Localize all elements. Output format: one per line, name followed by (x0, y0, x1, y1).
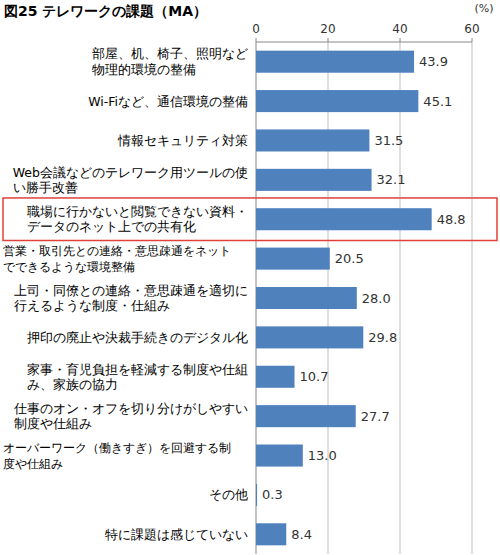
chart-svg: 図25 テレワークの課題（MA） (%) 0 20 40 60 43.9 45.1 31.5 32… (0, 0, 500, 555)
x-axis-line (256, 42, 472, 43)
bar (256, 208, 432, 230)
bar (256, 405, 356, 427)
bar (256, 169, 372, 191)
data-label: 45.1 (423, 94, 452, 109)
chart-title: 図25 テレワークの課題（MA） (4, 3, 207, 19)
grid-line (400, 42, 401, 554)
data-label: 8.4 (291, 527, 312, 542)
tick-mark (328, 38, 329, 42)
data-label: 10.7 (300, 369, 329, 384)
highlight-frame (3, 198, 497, 241)
data-label: 28.0 (362, 291, 391, 306)
bar (256, 523, 286, 545)
category-label: 仕事のオン・オフを切り分けがしやすい制度や仕組み (13, 401, 248, 432)
data-label: 0.3 (262, 487, 283, 502)
data-label: 43.9 (419, 54, 448, 69)
bar (256, 248, 330, 270)
data-label: 29.8 (368, 330, 397, 345)
category-label: 上司・同僚との連絡・意思疎通を適切に行えるような制度・仕組み (14, 283, 248, 314)
data-label: 31.5 (374, 133, 403, 148)
category-label: 部屋、机、椅子、照明など物理的環境の整備 (92, 46, 248, 77)
tick-label: 60 (464, 22, 479, 36)
category-label: その他 (209, 487, 248, 502)
data-label: 48.8 (437, 212, 466, 227)
category-label: 職場に行かないと閲覧できない資料・データのネット上での共有化 (27, 204, 248, 235)
category-label: 押印の廃止や決裁手続きのデジタル化 (27, 330, 248, 345)
grid-line (472, 42, 473, 554)
bar (256, 366, 295, 388)
tick-mark (256, 38, 257, 42)
tick-label: 40 (392, 22, 407, 36)
data-label: 32.1 (377, 172, 406, 187)
chart-container: 図25 テレワークの課題（MA） (%) 0 20 40 60 43.9 45.1 31.5 32… (0, 0, 500, 555)
bar (256, 445, 303, 467)
data-label: 27.7 (361, 409, 390, 424)
category-label: Wi-Fiなど、通信環境の整備 (88, 94, 248, 109)
tick-mark (472, 38, 473, 42)
data-label: 13.0 (308, 448, 337, 463)
category-label: オーバーワーク（働きすぎ）を回避する制度や仕組み (3, 440, 231, 471)
category-label: Web会議などのテレワーク用ツールの使い勝手改善 (13, 165, 248, 196)
bar (256, 484, 257, 506)
bar (256, 90, 418, 112)
axis-label: (%) (474, 2, 493, 15)
bar (256, 326, 363, 348)
bar (256, 287, 357, 309)
tick-label: 20 (320, 22, 335, 36)
tick-mark (400, 38, 401, 42)
bar (256, 129, 369, 151)
category-label: 家事・育児負担を軽減する制度や仕組み、家族の協力 (27, 362, 248, 393)
category-label: 営業・取引先との連絡・意思疎通をネットでできるような環境整備 (3, 243, 231, 274)
tick-label: 0 (252, 22, 260, 36)
category-label: 特に課題は感じていない (105, 527, 248, 542)
bars (256, 51, 432, 546)
bar (256, 51, 414, 73)
category-label: 情報セキュリティ対策 (117, 133, 248, 148)
data-label: 20.5 (335, 251, 364, 266)
